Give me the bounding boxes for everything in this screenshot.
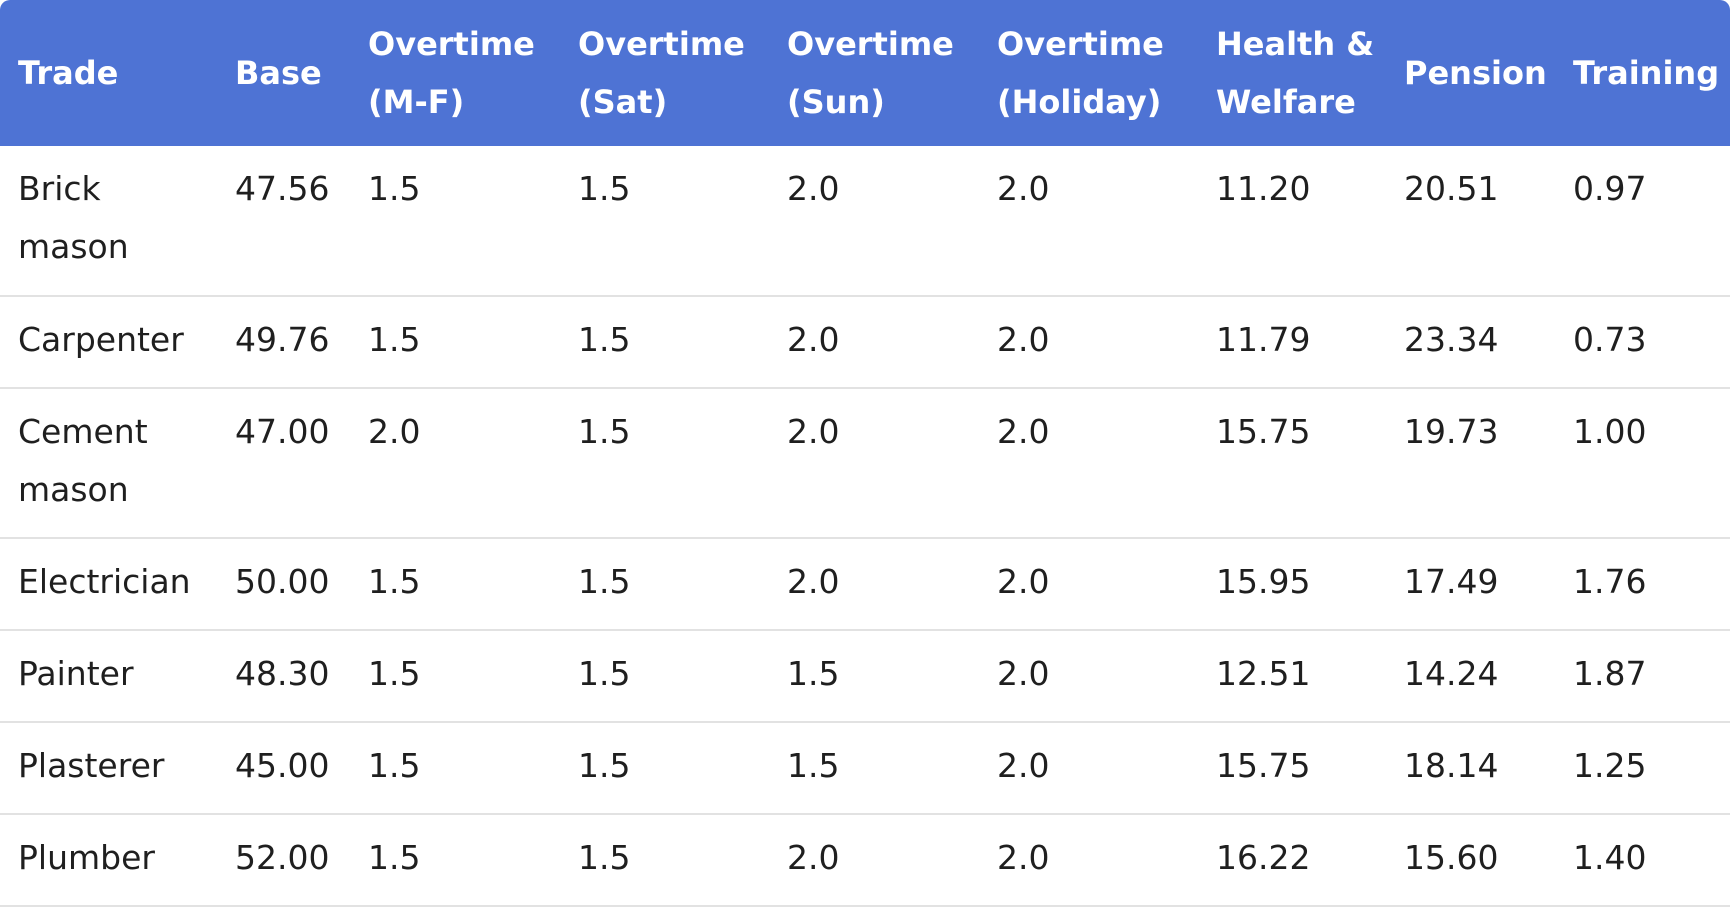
cell-overtime-sun: 2.0 — [769, 388, 979, 539]
cell-overtime-sun: 2.0 — [769, 538, 979, 631]
table-row: Plumber 52.00 1.5 1.5 2.0 2.0 16.22 15.6… — [0, 814, 1730, 907]
cell-health-welfare: 11.20 — [1198, 146, 1386, 297]
table-header: Trade Base Overtime (M-F) Overtime (Sat)… — [0, 0, 1730, 146]
header-overtime-mf: Overtime (M-F) — [368, 25, 535, 121]
cell-base: 48.30 — [217, 630, 350, 723]
cell-health-welfare: 15.75 — [1198, 722, 1386, 815]
cell-trade: Plumber — [0, 814, 217, 907]
table-row: Brick mason 47.56 1.5 1.5 2.0 2.0 11.20 … — [0, 146, 1730, 297]
table-row: Cement mason 47.00 2.0 1.5 2.0 2.0 15.75… — [0, 388, 1730, 539]
cell-overtime-sat: 1.5 — [560, 722, 769, 815]
table-row: Plasterer 45.00 1.5 1.5 1.5 2.0 15.75 18… — [0, 722, 1730, 815]
cell-pension: 14.24 — [1386, 630, 1555, 723]
cell-trade: Plasterer — [0, 722, 217, 815]
cell-pension: 15.60 — [1386, 814, 1555, 907]
cell-training: 1.40 — [1555, 814, 1730, 907]
cell-training: 1.87 — [1555, 630, 1730, 723]
cell-training: 1.25 — [1555, 722, 1730, 815]
cell-overtime-mf: 1.5 — [350, 630, 560, 723]
cell-trade: Painter — [0, 630, 217, 723]
cell-overtime-holiday: 2.0 — [979, 146, 1198, 297]
header-overtime-sun: Overtime (Sun) — [787, 25, 954, 121]
cell-pension: 17.49 — [1386, 538, 1555, 631]
cell-overtime-sun: 2.0 — [769, 814, 979, 907]
table-row: Painter 48.30 1.5 1.5 1.5 2.0 12.51 14.2… — [0, 630, 1730, 723]
cell-base: 45.00 — [217, 722, 350, 815]
cell-overtime-holiday: 2.0 — [979, 538, 1198, 631]
cell-training: 0.97 — [1555, 146, 1730, 297]
header-trade: Trade — [18, 54, 119, 92]
cell-base: 47.56 — [217, 146, 350, 297]
cell-overtime-mf: 2.0 — [350, 388, 560, 539]
cell-health-welfare: 16.22 — [1198, 814, 1386, 907]
header-training: Training — [1573, 54, 1720, 92]
cell-overtime-mf: 1.5 — [350, 146, 560, 297]
cell-overtime-sun: 2.0 — [769, 146, 979, 297]
cell-overtime-holiday: 2.0 — [979, 814, 1198, 907]
cell-overtime-mf: 1.5 — [350, 538, 560, 631]
cell-overtime-sun: 1.5 — [769, 722, 979, 815]
header-base: Base — [235, 54, 322, 92]
cell-overtime-sun: 1.5 — [769, 630, 979, 723]
cell-trade: Brick mason — [0, 146, 217, 297]
cell-trade: Cement mason — [0, 388, 217, 539]
cell-overtime-holiday: 2.0 — [979, 388, 1198, 539]
cell-overtime-holiday: 2.0 — [979, 296, 1198, 389]
cell-overtime-sat: 1.5 — [560, 814, 769, 907]
header-row: Trade Base Overtime (M-F) Overtime (Sat)… — [0, 0, 1730, 146]
cell-trade: Carpenter — [0, 296, 217, 389]
cell-overtime-mf: 1.5 — [350, 814, 560, 907]
cell-base: 50.00 — [217, 538, 350, 631]
cell-overtime-mf: 1.5 — [350, 296, 560, 389]
cell-training: 1.00 — [1555, 388, 1730, 539]
cell-overtime-mf: 1.5 — [350, 722, 560, 815]
cell-overtime-sat: 1.5 — [560, 538, 769, 631]
cell-overtime-sun: 2.0 — [769, 296, 979, 389]
header-pension: Pension — [1404, 54, 1547, 92]
cell-health-welfare: 12.51 — [1198, 630, 1386, 723]
cell-overtime-sat: 1.5 — [560, 296, 769, 389]
header-overtime-holiday: Overtime (Holiday) — [997, 25, 1164, 121]
cell-overtime-sat: 1.5 — [560, 630, 769, 723]
cell-health-welfare: 11.79 — [1198, 296, 1386, 389]
cell-pension: 19.73 — [1386, 388, 1555, 539]
cell-base: 49.76 — [217, 296, 350, 389]
cell-pension: 23.34 — [1386, 296, 1555, 389]
header-health-welfare: Health & Welfare — [1216, 25, 1375, 121]
cell-overtime-holiday: 2.0 — [979, 722, 1198, 815]
cell-health-welfare: 15.95 — [1198, 538, 1386, 631]
cell-overtime-sat: 1.5 — [560, 388, 769, 539]
cell-base: 47.00 — [217, 388, 350, 539]
cell-pension: 18.14 — [1386, 722, 1555, 815]
table-row: Carpenter 49.76 1.5 1.5 2.0 2.0 11.79 23… — [0, 296, 1730, 389]
cell-trade: Electrician — [0, 538, 217, 631]
cell-overtime-sat: 1.5 — [560, 146, 769, 297]
cell-pension: 20.51 — [1386, 146, 1555, 297]
cell-training: 0.73 — [1555, 296, 1730, 389]
table-row: Electrician 50.00 1.5 1.5 2.0 2.0 15.95 … — [0, 538, 1730, 631]
table-body: Brick mason 47.56 1.5 1.5 2.0 2.0 11.20 … — [0, 146, 1730, 907]
cell-overtime-holiday: 2.0 — [979, 630, 1198, 723]
cell-base: 52.00 — [217, 814, 350, 907]
header-overtime-sat: Overtime (Sat) — [578, 25, 745, 121]
cell-training: 1.76 — [1555, 538, 1730, 631]
cell-health-welfare: 15.75 — [1198, 388, 1386, 539]
